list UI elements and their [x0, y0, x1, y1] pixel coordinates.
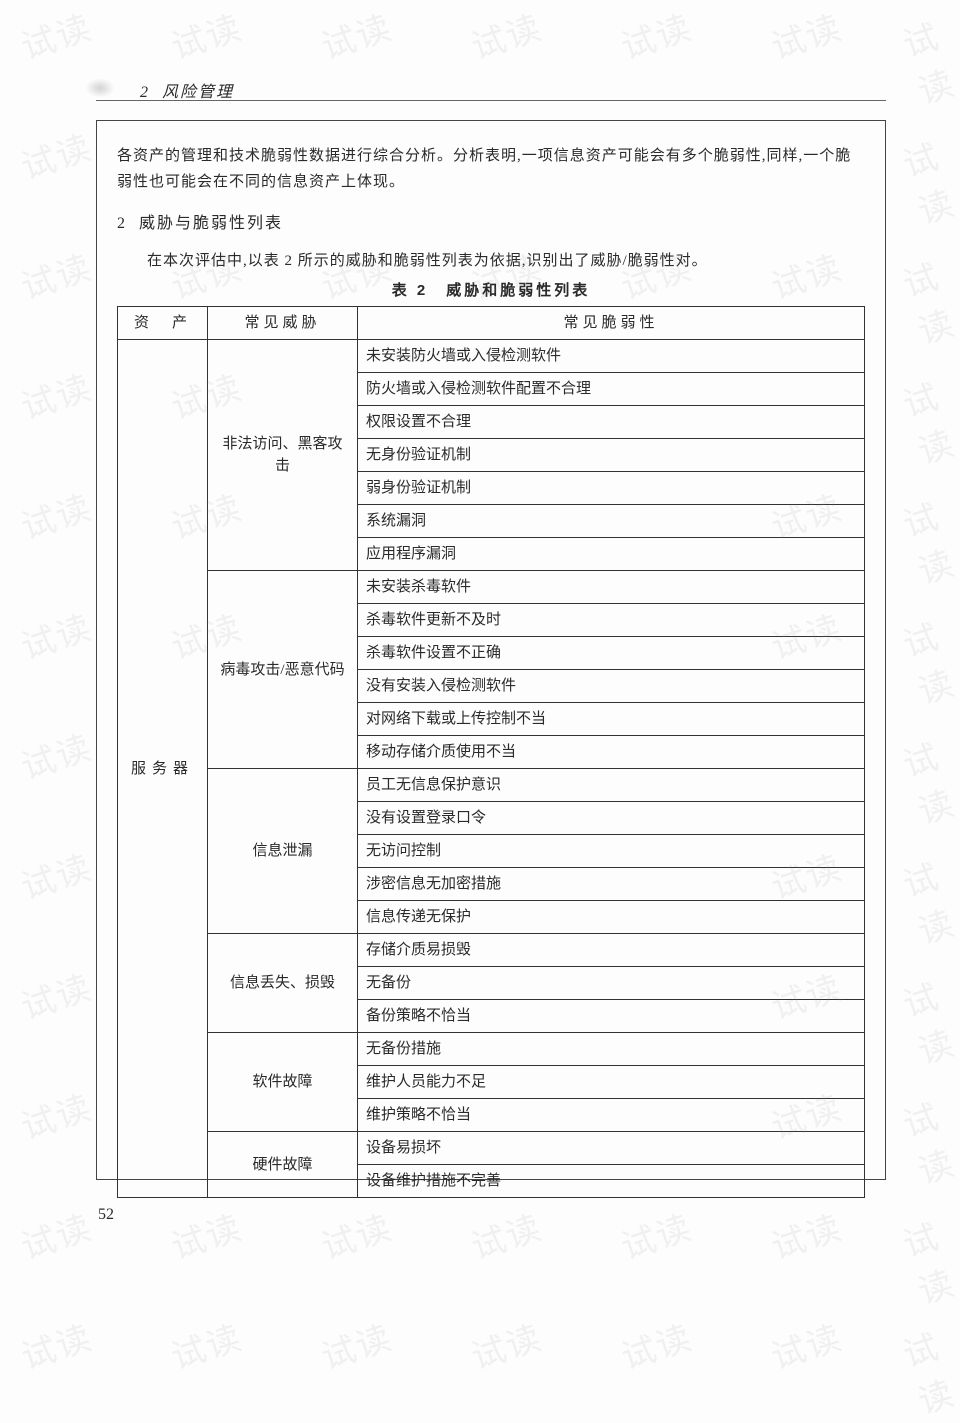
page-header: 2 风险管理: [140, 78, 234, 102]
watermark: 试读: [896, 5, 960, 114]
watermark: 试读: [14, 1080, 98, 1149]
intro-paragraph: 各资产的管理和技术脆弱性数据进行综合分析。分析表明,一项信息资产可能会有多个脆弱…: [117, 143, 865, 195]
table-header-row: 资 产 常见威胁 常见脆弱性: [118, 307, 865, 340]
watermark: 试读: [314, 1200, 398, 1269]
watermark: 试读: [896, 365, 960, 474]
vuln-cell: 无访问控制: [358, 835, 865, 868]
header-rule: [96, 100, 886, 101]
watermark: 试读: [896, 245, 960, 354]
vuln-cell: 无备份措施: [358, 1033, 865, 1066]
vuln-cell: 权限设置不合理: [358, 406, 865, 439]
threat-cell: 硬件故障: [208, 1132, 358, 1198]
watermark: 试读: [896, 965, 960, 1074]
watermark: 试读: [14, 360, 98, 429]
threat-cell: 病毒攻击/恶意代码: [208, 571, 358, 769]
watermark: 试读: [14, 120, 98, 189]
watermark: 试读: [314, 0, 398, 69]
watermark: 试读: [14, 1200, 98, 1269]
header-decoration-icon: [85, 78, 115, 98]
chapter-title: 风险管理: [162, 84, 234, 101]
threat-cell: 信息丢失、损毁: [208, 934, 358, 1033]
vuln-cell: 无身份验证机制: [358, 439, 865, 472]
watermark: 试读: [614, 1310, 698, 1379]
watermark: 试读: [464, 0, 548, 69]
section-heading: 2 威胁与脆弱性列表: [117, 209, 865, 233]
vuln-cell: 应用程序漏洞: [358, 538, 865, 571]
watermark: 试读: [14, 840, 98, 909]
watermark: 试读: [164, 1200, 248, 1269]
vuln-cell: 系统漏洞: [358, 505, 865, 538]
section-intro: 在本次评估中,以表 2 所示的威胁和脆弱性列表为依据,识别出了威胁/脆弱性对。: [117, 249, 865, 273]
th-asset: 资 产: [118, 307, 208, 340]
page-number: 52: [98, 1206, 114, 1224]
vuln-cell: 信息传递无保护: [358, 901, 865, 934]
watermark: 试读: [896, 125, 960, 234]
watermark: 试读: [464, 1310, 548, 1379]
vuln-cell: 没有设置登录口令: [358, 802, 865, 835]
watermark: 试读: [14, 0, 98, 69]
vuln-cell: 维护策略不恰当: [358, 1099, 865, 1132]
watermark: 试读: [164, 1310, 248, 1379]
watermark: 试读: [764, 1200, 848, 1269]
table-row: 信息泄漏员工无信息保护意识: [118, 769, 865, 802]
chapter-number: 2: [140, 84, 150, 101]
table-row: 服务器非法访问、黑客攻击未安装防火墙或入侵检测软件: [118, 340, 865, 373]
watermark: 试读: [14, 720, 98, 789]
vuln-cell: 员工无信息保护意识: [358, 769, 865, 802]
table-row: 软件故障无备份措施: [118, 1033, 865, 1066]
vuln-cell: 未安装杀毒软件: [358, 571, 865, 604]
th-threat: 常见威胁: [208, 307, 358, 340]
vuln-cell: 备份策略不恰当: [358, 1000, 865, 1033]
watermark: 试读: [896, 1205, 960, 1314]
watermark: 试读: [464, 1200, 548, 1269]
vuln-cell: 杀毒软件设置不正确: [358, 637, 865, 670]
vuln-cell: 弱身份验证机制: [358, 472, 865, 505]
section-number: 2: [117, 215, 127, 232]
threat-vuln-table: 资 产 常见威胁 常见脆弱性 服务器非法访问、黑客攻击未安装防火墙或入侵检测软件…: [117, 306, 865, 1198]
watermark: 试读: [14, 960, 98, 1029]
watermark: 试读: [164, 0, 248, 69]
th-vuln: 常见脆弱性: [358, 307, 865, 340]
content-box: 各资产的管理和技术脆弱性数据进行综合分析。分析表明,一项信息资产可能会有多个脆弱…: [96, 120, 886, 1180]
watermark: 试读: [14, 240, 98, 309]
watermark: 试读: [14, 480, 98, 549]
watermark: 试读: [896, 845, 960, 954]
watermark: 试读: [314, 1310, 398, 1379]
vuln-cell: 移动存储介质使用不当: [358, 736, 865, 769]
watermark: 试读: [896, 485, 960, 594]
vuln-cell: 杀毒软件更新不及时: [358, 604, 865, 637]
vuln-cell: 未安装防火墙或入侵检测软件: [358, 340, 865, 373]
table-row: 信息丢失、损毁存储介质易损毁: [118, 934, 865, 967]
watermark: 试读: [896, 1315, 960, 1423]
watermark: 试读: [14, 1310, 98, 1379]
watermark: 试读: [764, 0, 848, 69]
section-title: 威胁与脆弱性列表: [139, 215, 283, 232]
table-row: 硬件故障设备易损坏: [118, 1132, 865, 1165]
asset-cell: 服务器: [118, 340, 208, 1198]
vuln-cell: 防火墙或入侵检测软件配置不合理: [358, 373, 865, 406]
vuln-cell: 无备份: [358, 967, 865, 1000]
watermark: 试读: [614, 0, 698, 69]
vuln-cell: 对网络下载或上传控制不当: [358, 703, 865, 736]
watermark: 试读: [614, 1200, 698, 1269]
vuln-cell: 维护人员能力不足: [358, 1066, 865, 1099]
vuln-cell: 涉密信息无加密措施: [358, 868, 865, 901]
vuln-cell: 没有安装入侵检测软件: [358, 670, 865, 703]
watermark: 试读: [896, 725, 960, 834]
vuln-cell: 设备易损坏: [358, 1132, 865, 1165]
table-caption: 表 2 威胁和脆弱性列表: [117, 279, 865, 300]
vuln-cell: 设备维护措施不完善: [358, 1165, 865, 1198]
threat-cell: 非法访问、黑客攻击: [208, 340, 358, 571]
watermark: 试读: [896, 1085, 960, 1194]
watermark: 试读: [14, 600, 98, 669]
threat-cell: 信息泄漏: [208, 769, 358, 934]
watermark: 试读: [764, 1310, 848, 1379]
vuln-cell: 存储介质易损毁: [358, 934, 865, 967]
table-row: 病毒攻击/恶意代码未安装杀毒软件: [118, 571, 865, 604]
threat-cell: 软件故障: [208, 1033, 358, 1132]
watermark: 试读: [896, 605, 960, 714]
